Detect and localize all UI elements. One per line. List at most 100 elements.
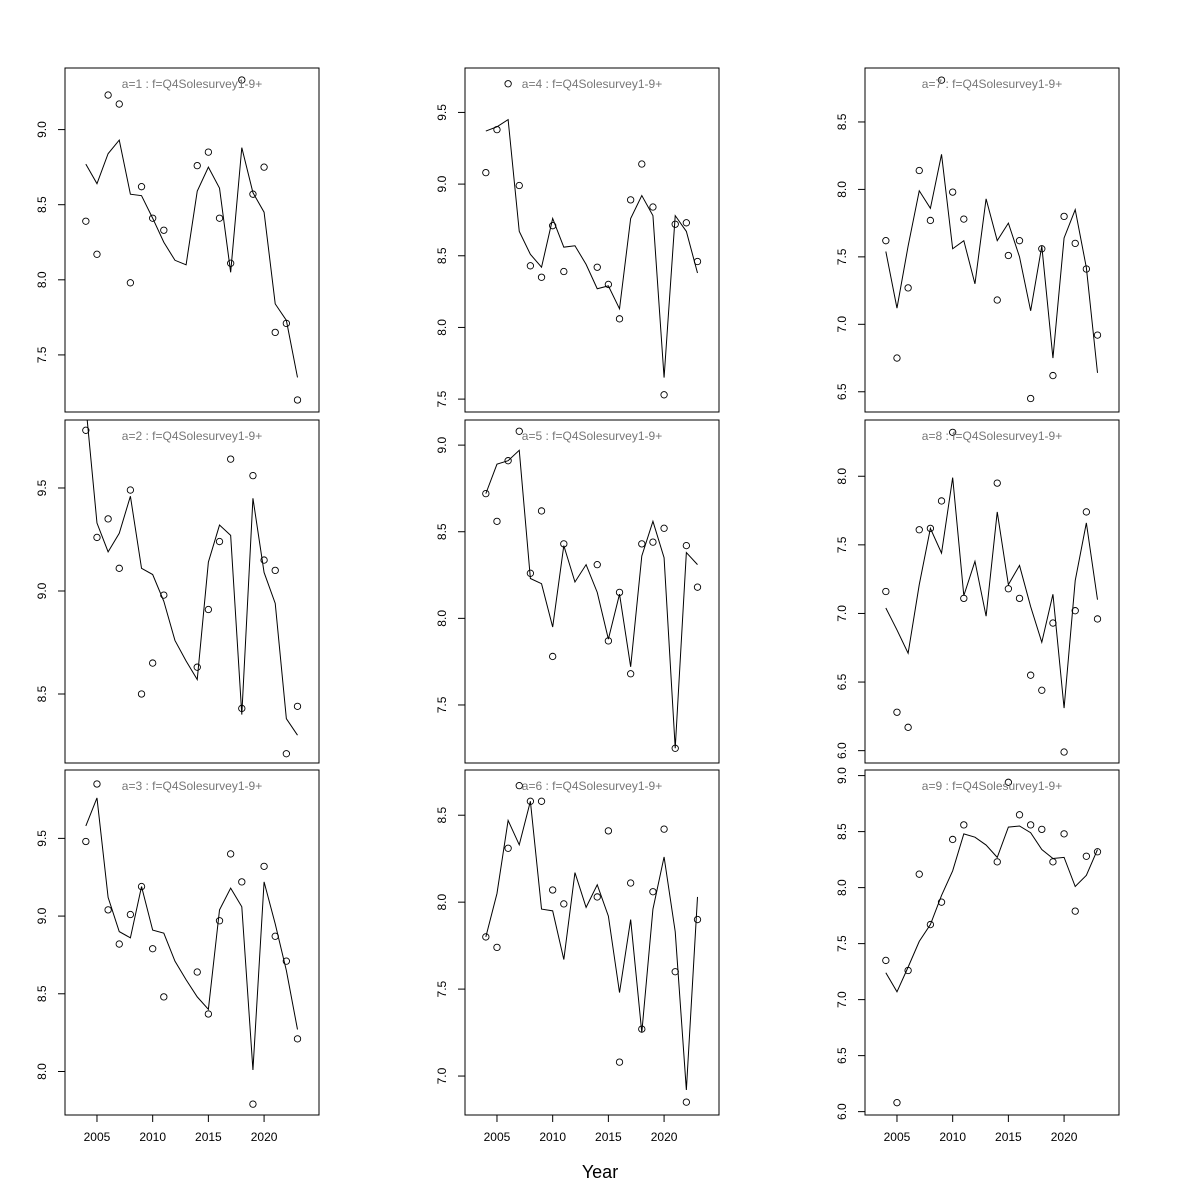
observation (227, 850, 235, 858)
panel (482, 782, 702, 1106)
y-tick-label: 9.0 (35, 121, 49, 138)
y-tick-label: 9.0 (835, 767, 849, 784)
observation (215, 214, 224, 222)
y-tick-label: 8.0 (435, 893, 449, 910)
observation (882, 587, 890, 596)
y-tick-label: 9.5 (35, 479, 49, 496)
observation (504, 80, 512, 88)
observation (1071, 607, 1079, 615)
y-tick-label: 7.5 (835, 935, 849, 952)
observation (215, 537, 224, 546)
y-tick-label: 7.5 (435, 696, 449, 713)
observation (137, 882, 146, 891)
observation (1093, 848, 1102, 856)
observation (537, 507, 546, 515)
observation (993, 858, 1001, 866)
fitted-line (85, 797, 298, 1070)
x-tick-label: 2015 (195, 1130, 222, 1144)
observation (660, 524, 668, 532)
observation (693, 915, 702, 924)
observation (215, 917, 224, 925)
observation (682, 1098, 691, 1106)
observation (149, 659, 157, 667)
observation (560, 267, 568, 276)
observation (893, 354, 901, 362)
observation (249, 1100, 257, 1108)
observation (82, 426, 90, 434)
observation (1049, 371, 1057, 380)
observation (893, 708, 901, 716)
observation (204, 605, 213, 614)
y-tick-label: 8.0 (35, 1063, 49, 1080)
observation (249, 471, 257, 480)
observation (682, 541, 691, 550)
observation (260, 862, 268, 871)
observation (549, 886, 557, 894)
y-tick-label: 6.5 (835, 383, 849, 400)
x-tick-label: 2015 (995, 1130, 1022, 1144)
y-tick-label: 6.5 (835, 1047, 849, 1064)
x-tick-label: 2010 (539, 1130, 566, 1144)
observation (493, 517, 501, 525)
observation (104, 906, 112, 914)
observation (149, 214, 157, 222)
plot-frame (64, 419, 320, 764)
observation (204, 148, 213, 156)
observation (482, 489, 490, 498)
observation (960, 215, 968, 223)
observation (193, 161, 201, 170)
y-tick-label: 8.5 (435, 247, 449, 264)
observation (515, 427, 523, 435)
panel (82, 76, 302, 404)
observation (1071, 239, 1079, 248)
observation (537, 273, 546, 281)
observation (137, 690, 146, 698)
plot-frame (64, 769, 320, 1116)
y-tick-label: 7.0 (835, 605, 849, 622)
fitted-line (485, 449, 698, 749)
observation (293, 702, 302, 710)
observation (115, 564, 123, 572)
y-tick-label: 8.0 (835, 181, 849, 198)
observation (515, 181, 523, 190)
x-tick-label: 2020 (1051, 1130, 1078, 1144)
observation (627, 879, 635, 887)
panel-title: a=7 : f=Q4Solesurvey1-9+ (922, 77, 1062, 91)
observation (693, 583, 702, 591)
observation (593, 893, 601, 901)
observation (1093, 615, 1102, 623)
observation (604, 827, 613, 835)
observation (937, 76, 946, 84)
x-tick-label: 2005 (484, 1130, 511, 1144)
observation (93, 780, 101, 788)
y-tick-label: 8.0 (435, 319, 449, 336)
observation (227, 455, 235, 463)
observation (260, 163, 268, 171)
panel-title: a=5 : f=Q4Solesurvey1-9+ (522, 429, 662, 443)
observation (915, 526, 923, 534)
x-axis-label: Year (582, 1162, 618, 1182)
observation (627, 196, 635, 204)
observation (904, 284, 912, 292)
observation (937, 898, 946, 906)
observation (1004, 251, 1013, 260)
observation (204, 1010, 213, 1018)
observation (526, 262, 535, 270)
observation (915, 166, 923, 175)
observation (593, 263, 601, 271)
fitted-line (885, 825, 1098, 993)
observation (193, 663, 201, 671)
observation (260, 556, 268, 564)
observation (660, 391, 668, 399)
x-tick-label: 2010 (139, 1130, 166, 1144)
observation (115, 100, 123, 108)
observation (504, 457, 512, 465)
panel-title: a=1 : f=Q4Solesurvey1-9+ (122, 77, 262, 91)
observation (949, 835, 957, 844)
plot-frame (464, 67, 720, 413)
observation (1060, 212, 1068, 221)
plot-frame (464, 769, 720, 1116)
x-tick-label: 2010 (939, 1130, 966, 1144)
observation (926, 216, 935, 225)
